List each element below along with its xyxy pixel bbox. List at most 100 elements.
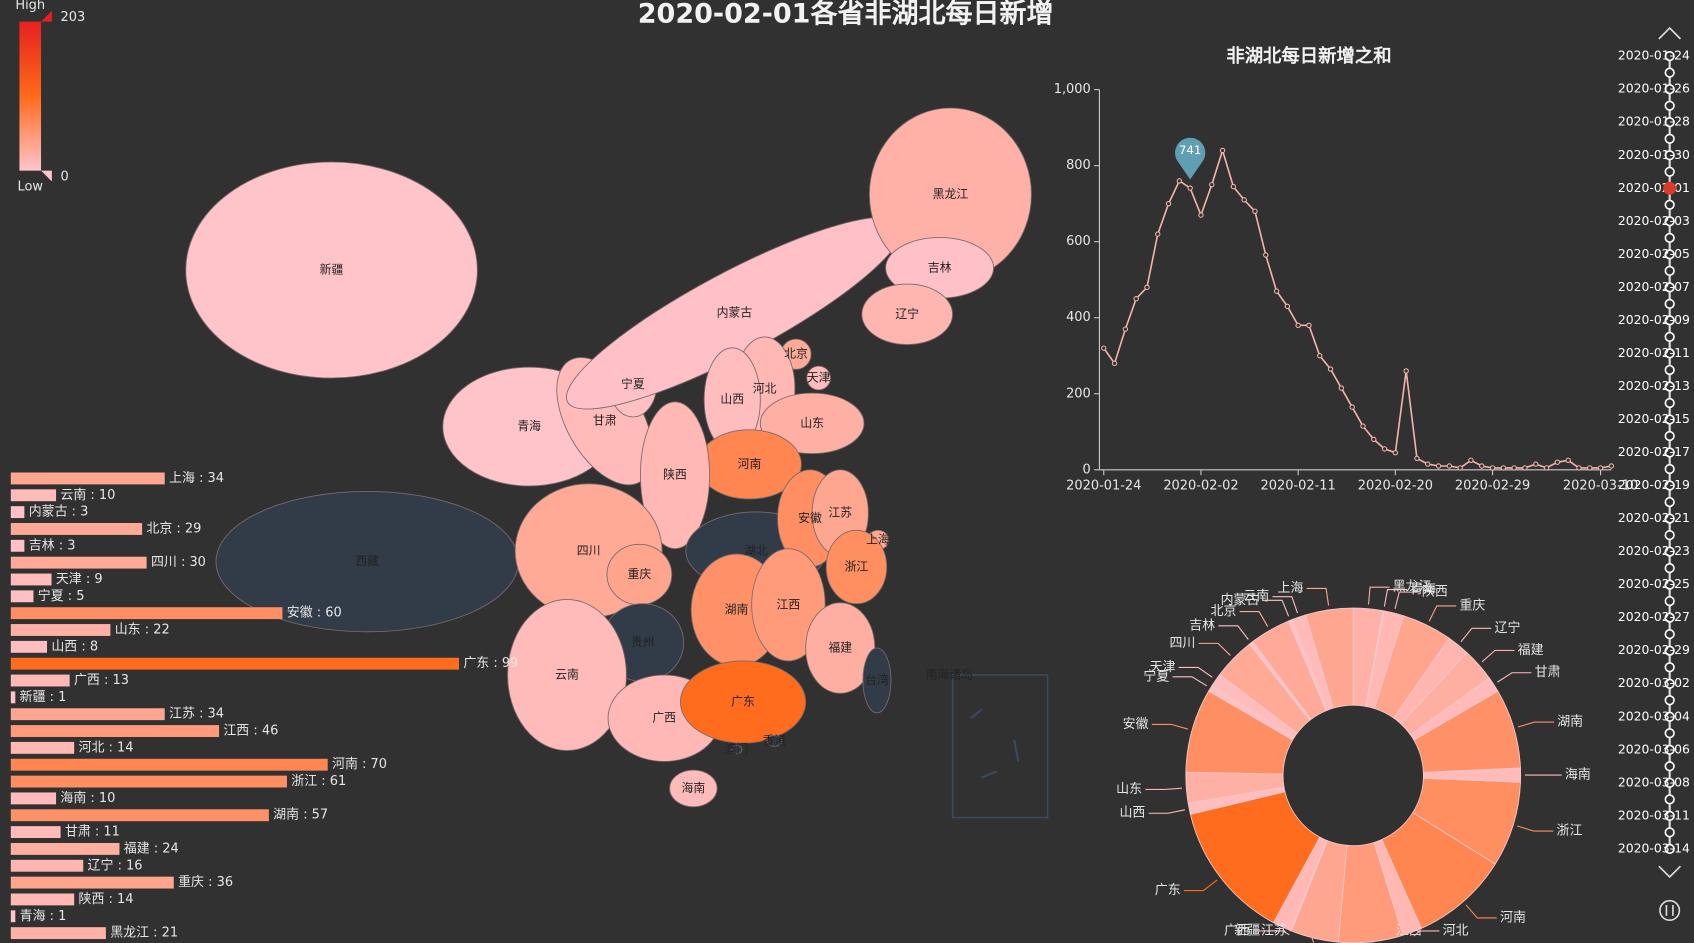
timeline-label[interactable]: 2020-01-28 <box>1618 114 1690 129</box>
line-point <box>1597 465 1604 471</box>
bar-label: 黑龙江 : 21 <box>110 926 178 941</box>
bar <box>10 927 106 940</box>
timeline-label[interactable]: 2020-01-26 <box>1618 81 1690 96</box>
pie-slice <box>1352 607 1384 707</box>
x-tick-label: 2020-02-02 <box>1163 479 1238 494</box>
timeline-dot <box>1664 315 1675 326</box>
pie-label: 湖南 <box>1557 714 1583 730</box>
timeline-label[interactable]: 2020-02-29 <box>1618 642 1690 657</box>
province-label: 南海诸岛 <box>926 668 974 682</box>
line-point <box>1360 423 1366 429</box>
province-label: 江苏 <box>828 506 852 520</box>
line-point <box>1176 178 1183 184</box>
bar <box>10 725 220 737</box>
timeline-label[interactable]: 2020-02-27 <box>1618 609 1690 624</box>
pin <box>1175 137 1206 180</box>
timeline-dot <box>1664 364 1675 376</box>
timeline-label[interactable]: 2020-02-03 <box>1618 213 1690 228</box>
line-point <box>1306 322 1312 329</box>
bar-label: 江苏 : 34 <box>169 706 224 722</box>
main-title: 2020-02-01各省非湖北每日新增 <box>638 0 1054 30</box>
timeline-label[interactable]: 2020-03-11 <box>1618 807 1690 822</box>
timeline-label[interactable]: 2020-02-15 <box>1618 411 1690 426</box>
bar-label: 山西 : 8 <box>51 639 98 654</box>
pie-label: 广西 <box>1224 923 1250 938</box>
timeline-label[interactable]: 2020-03-08 <box>1618 774 1690 789</box>
timeline-dot <box>1664 744 1675 755</box>
timeline-label[interactable]: 2020-03-02 <box>1618 675 1690 690</box>
timeline-dot <box>1664 67 1675 78</box>
bar <box>10 859 84 872</box>
timeline-label[interactable]: 2020-01-30 <box>1618 147 1690 162</box>
timeline-dot <box>1664 596 1675 607</box>
line-point <box>1273 288 1280 294</box>
timeline-dot <box>1664 298 1675 310</box>
pie-leader <box>1263 930 1290 936</box>
timeline-next[interactable] <box>1658 865 1682 879</box>
line-point <box>1252 208 1258 214</box>
province-label: 贵州 <box>631 635 655 649</box>
timeline-dot <box>1664 629 1675 640</box>
timeline-label[interactable]: 2020-01-24 <box>1618 48 1690 63</box>
pie-label: 内蒙古 <box>1221 592 1260 608</box>
timeline-label[interactable]: 2020-02-23 <box>1618 543 1690 558</box>
line-point <box>1435 463 1442 469</box>
pie-label: 山西 <box>1119 806 1145 821</box>
timeline-label[interactable]: 2020-02-07 <box>1618 279 1690 294</box>
line-title: 非湖北每日新增之和 <box>1226 45 1391 67</box>
province-label: 广西 <box>652 711 676 725</box>
timeline-label[interactable]: 2020-02-21 <box>1618 510 1690 525</box>
province-label: 江西 <box>777 597 801 611</box>
timeline-play[interactable] <box>1659 899 1681 921</box>
bar <box>10 523 143 535</box>
bar <box>10 607 283 620</box>
province-label: 云南 <box>555 668 579 682</box>
pie-label: 甘肃 <box>1535 665 1561 680</box>
bar <box>10 741 75 754</box>
timeline-label[interactable]: 2020-02-09 <box>1618 312 1690 327</box>
province-label: 陕西 <box>663 468 687 482</box>
line-point <box>1295 322 1301 329</box>
timeline-dot <box>1664 430 1675 442</box>
timeline-label[interactable]: 2020-02-01 <box>1618 180 1690 195</box>
line-point <box>1425 461 1431 467</box>
timeline-label[interactable]: 2020-03-04 <box>1618 708 1690 723</box>
bar <box>10 758 328 771</box>
timeline-label[interactable]: 2020-03-06 <box>1618 741 1690 756</box>
bar-label: 陕西 : 14 <box>79 892 134 907</box>
timeline-dot <box>1664 282 1675 293</box>
timeline-label[interactable]: 2020-02-13 <box>1618 378 1690 393</box>
y-tick-label: 0 <box>1083 462 1091 477</box>
line <box>1103 147 1612 469</box>
province-label: 湖北 <box>744 543 768 557</box>
timeline-label[interactable]: 2020-03-14 <box>1618 840 1690 855</box>
line-point <box>1133 296 1139 302</box>
timeline-label[interactable]: 2020-02-19 <box>1618 477 1690 492</box>
bar <box>10 775 287 788</box>
timeline-label[interactable]: 2020-02-17 <box>1618 444 1690 459</box>
province-label: 甘肃 <box>593 414 617 428</box>
bar <box>10 489 57 502</box>
pie-leader <box>1151 723 1189 730</box>
timeline-dot <box>1664 331 1675 343</box>
visual-map-handle <box>41 170 52 182</box>
pie-label: 江苏 <box>1261 922 1287 938</box>
pie-leader <box>1239 611 1269 627</box>
timeline-prev[interactable] <box>1658 26 1682 40</box>
bar <box>10 708 165 721</box>
pie-leader <box>1198 642 1231 656</box>
timeline-label[interactable]: 2020-02-11 <box>1618 345 1690 360</box>
timeline-dot <box>1664 728 1675 739</box>
timeline-dot <box>1664 529 1675 541</box>
timeline-label[interactable]: 2020-02-25 <box>1618 576 1690 591</box>
province <box>861 283 953 345</box>
pie-leader <box>1497 672 1532 683</box>
line-point <box>1230 183 1237 190</box>
bar-label: 青海 : 1 <box>20 909 67 924</box>
pie-label: 吉林 <box>1189 618 1215 633</box>
y-tick-label: 600 <box>1066 234 1091 249</box>
visual-map-min: 0 <box>60 170 68 185</box>
timeline-label[interactable]: 2020-02-05 <box>1618 246 1690 261</box>
timeline-dot <box>1664 232 1675 243</box>
bar-label: 内蒙古 : 3 <box>29 504 89 520</box>
